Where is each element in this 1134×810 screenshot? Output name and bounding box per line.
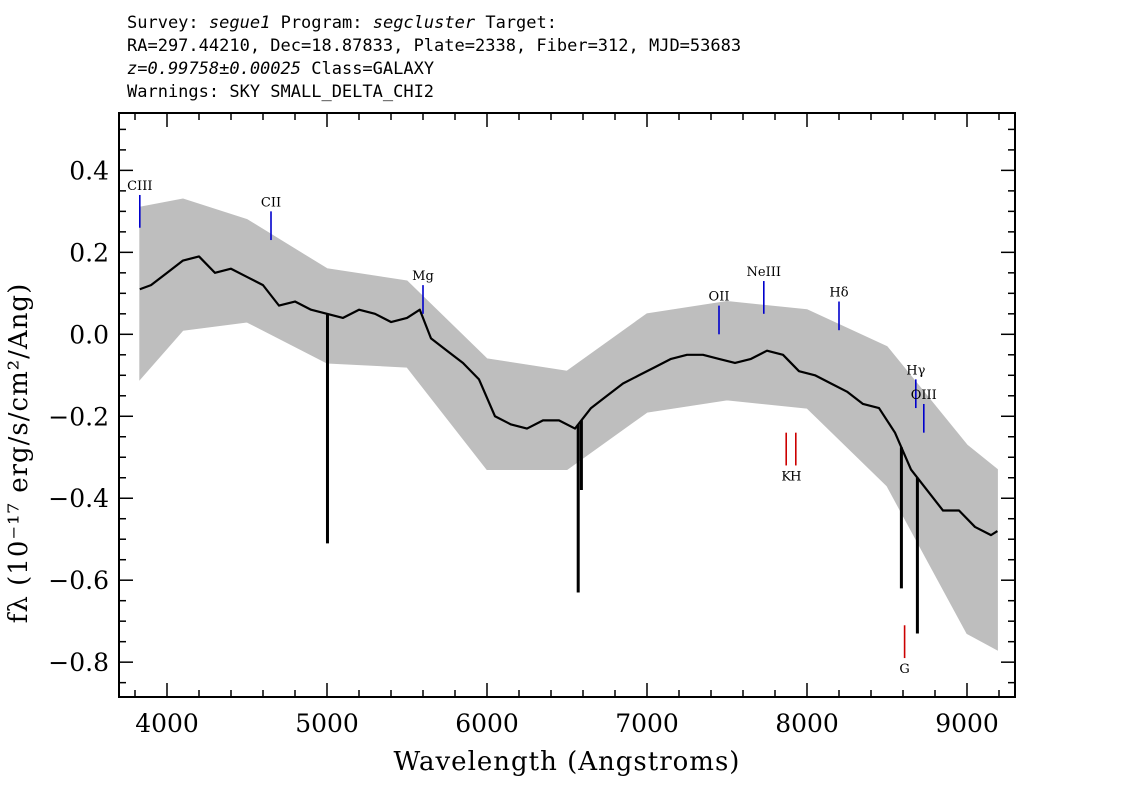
spectral-lines-layer: CIII CII Mg OII NeIII Hδ Hγ OIII K H G bbox=[127, 179, 937, 677]
y-tick-label: −0.4 bbox=[48, 484, 109, 513]
spectrum-header: Survey: segue1 Program: segcluster Targe… bbox=[127, 12, 741, 104]
survey-value: segue1 bbox=[208, 13, 271, 33]
x-axis-label: Wavelength (Angstroms) bbox=[394, 747, 741, 777]
line-label-CIII: CIII bbox=[127, 179, 152, 194]
flux-line bbox=[139, 255, 998, 537]
y-tick-label: −0.6 bbox=[48, 566, 109, 595]
y-tick-label: 0.4 bbox=[69, 156, 109, 185]
flux-layer bbox=[139, 255, 998, 537]
x-tick-label: 5000 bbox=[295, 709, 359, 738]
survey-label: Survey: bbox=[127, 13, 199, 33]
line-label-K: K bbox=[781, 469, 791, 484]
y-tick-label: 0.2 bbox=[69, 238, 109, 267]
y-tick-label: −0.8 bbox=[48, 648, 109, 677]
y-axis-label: fλ (10⁻¹⁷ erg/s/cm²/Ang) bbox=[4, 283, 34, 623]
y-tick-label: 0.0 bbox=[69, 320, 109, 349]
line-label-Mg: Mg bbox=[412, 269, 434, 284]
program-value: segcluster bbox=[372, 13, 476, 33]
survey-line: Survey: segue1 Program: segcluster Targe… bbox=[127, 12, 741, 35]
ticks-layer: 4000 5000 6000 7000 8000 9000 0.4 0.2 0.0 −0.2 −0.… bbox=[48, 113, 1015, 738]
x-tick-label: 9000 bbox=[935, 709, 999, 738]
warnings-line: Warnings: SKY SMALL_DELTA_CHI2 bbox=[127, 82, 435, 102]
line-label-CII: CII bbox=[261, 195, 281, 210]
y-tick-label: −0.2 bbox=[48, 402, 109, 431]
target-label: Target: bbox=[485, 13, 557, 33]
coords-line: RA=297.44210, Dec=18.87833, Plate=2338, … bbox=[127, 36, 742, 56]
line-label-OII: OII bbox=[709, 290, 730, 305]
program-label: Program: bbox=[280, 13, 363, 33]
line-label-H: H bbox=[790, 469, 801, 484]
spike-layer bbox=[325, 313, 919, 634]
line-label-OIII: OIII bbox=[911, 388, 937, 403]
line-label-NeIII: NeIII bbox=[747, 265, 781, 280]
line-label-Hγ: Hγ bbox=[906, 363, 925, 378]
redshift-line: z=0.99758±0.00025 Class=GALAXY bbox=[127, 58, 741, 81]
line-label-G: G bbox=[899, 662, 909, 677]
x-tick-label: 6000 bbox=[455, 709, 519, 738]
x-tick-label: 4000 bbox=[135, 709, 199, 738]
x-tick-label: 7000 bbox=[615, 709, 679, 738]
class-value: Class=GALAXY bbox=[311, 59, 435, 79]
x-tick-label: 8000 bbox=[775, 709, 839, 738]
redshift-value: z=0.99758±0.00025 bbox=[127, 59, 301, 79]
plot-frame bbox=[118, 112, 1016, 698]
line-label-Hδ: Hδ bbox=[829, 286, 848, 301]
